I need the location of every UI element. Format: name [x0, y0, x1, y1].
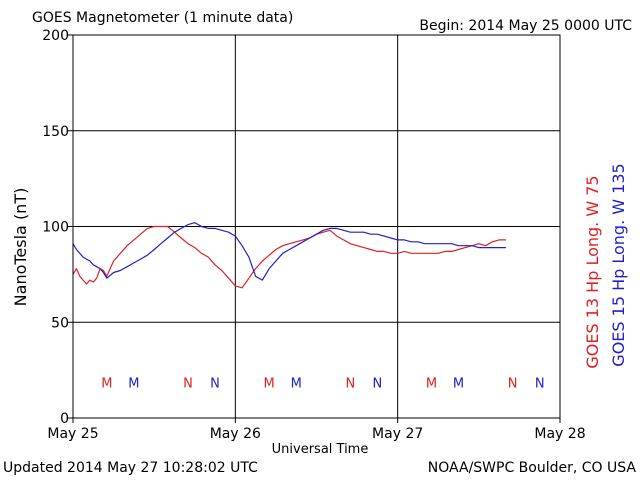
marker-n-2: N: [183, 376, 193, 391]
updated-timestamp: Updated 2014 May 27 10:28:02 UTC: [3, 460, 258, 476]
marker-m-1: M: [128, 376, 139, 391]
marker-n-3: N: [210, 376, 220, 391]
legend-goes15: GOES 15 Hp Long. W 135: [609, 163, 628, 366]
plot-frame: [72, 34, 561, 419]
grid-lines: [73, 35, 560, 418]
begin-time: Begin: 2014 May 25 0000 UTC: [419, 18, 632, 34]
legend-goes13: GOES 13 Hp Long. W 75: [583, 175, 602, 368]
y-tick-label-150: 150: [42, 124, 69, 140]
y-tick-label-50: 50: [51, 315, 69, 331]
y-tick-label-200: 200: [42, 28, 69, 44]
marker-n-6: N: [345, 376, 355, 391]
y-tick-label-0: 0: [60, 411, 69, 427]
x-tick-label-24: May 26: [210, 426, 261, 442]
marker-m-4: M: [264, 376, 275, 391]
x-tick-label-0: May 25: [47, 426, 98, 442]
series-lines: [72, 222, 506, 289]
marker-m-9: M: [453, 376, 464, 391]
x-tick-labels: May 25 May 26 May 27 May 28: [47, 418, 586, 442]
marker-n-10: N: [508, 376, 518, 391]
y-tick-labels: 0 50 100 150 200: [42, 28, 73, 427]
chart-title: GOES Magnetometer (1 minute data): [32, 10, 294, 26]
credit-text: NOAA/SWPC Boulder, CO USA: [427, 460, 636, 476]
x-tick-label-48: May 27: [372, 426, 423, 442]
y-axis-label: NanoTesla (nT): [11, 188, 30, 307]
x-axis-label: Universal Time: [271, 442, 369, 457]
series-line-goes15: [72, 222, 506, 281]
marker-m-8: M: [426, 376, 437, 391]
marker-n-7: N: [373, 376, 383, 391]
series-line-goes13: [72, 225, 506, 289]
marker-n-11: N: [535, 376, 545, 391]
y-tick-label-100: 100: [42, 220, 69, 236]
marker-m-5: M: [291, 376, 302, 391]
x-tick-label-72: May 28: [534, 426, 585, 442]
marker-m-0: M: [101, 376, 112, 391]
